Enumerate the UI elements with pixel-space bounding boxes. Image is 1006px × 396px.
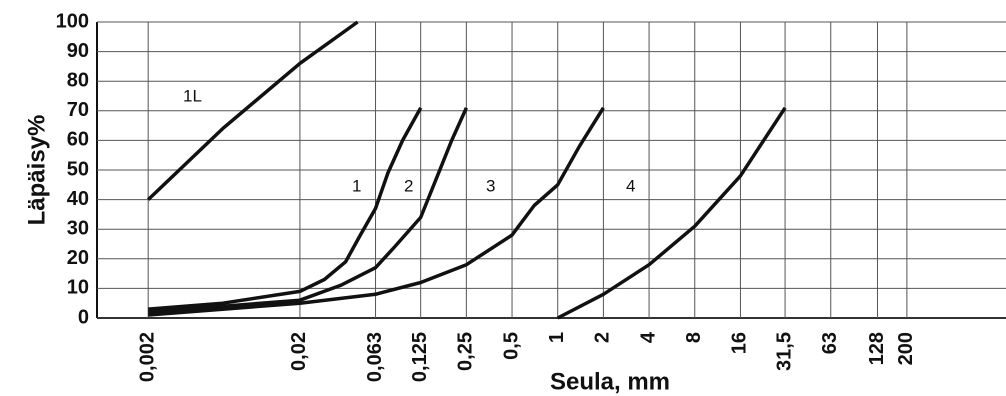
- curve: [556, 106, 787, 320]
- curve: [146, 20, 359, 201]
- x-tick-label: 0,063: [364, 332, 386, 382]
- curve: [148, 106, 423, 311]
- y-tick-label: 0: [78, 306, 89, 328]
- x-tick-label: 0,125: [409, 332, 431, 382]
- curve: [148, 106, 605, 317]
- y-tick-label: 30: [67, 217, 89, 239]
- x-tick-label: 16: [729, 332, 751, 354]
- y-tick-label: 100: [56, 10, 89, 32]
- curve-label: 1: [352, 176, 361, 195]
- y-tick-label: 10: [67, 277, 89, 299]
- curve-label: 4: [626, 176, 635, 195]
- x-tick-label: 4: [637, 331, 659, 343]
- y-axis-title: Läpäisy%: [23, 115, 50, 226]
- x-tick-label: 128: [866, 332, 888, 365]
- x-tick-label: 31,5: [773, 332, 795, 371]
- x-tick-label: 200: [895, 332, 917, 365]
- y-tick-label: 70: [67, 99, 89, 121]
- x-tick-label: 0,5: [500, 332, 522, 360]
- x-tick-label: 8: [683, 332, 705, 343]
- curve-label: 3: [486, 176, 495, 195]
- x-tick-label: 0,25: [455, 332, 477, 371]
- curve-label: 2: [404, 176, 413, 195]
- y-tick-label: 90: [67, 40, 89, 62]
- curve-label: 1L: [183, 86, 202, 105]
- x-tick-label: 0,002: [136, 332, 158, 382]
- y-tick-label: 20: [67, 247, 89, 269]
- curve: [148, 107, 468, 314]
- x-tick-label: 1: [546, 332, 568, 343]
- x-tick-label: 2: [592, 332, 614, 343]
- y-tick-label: 60: [67, 129, 89, 151]
- x-tick-label: 0,02: [288, 332, 310, 371]
- y-tick-label: 40: [67, 188, 89, 210]
- y-tick-label: 80: [67, 69, 89, 91]
- y-tick-label: 50: [67, 158, 89, 180]
- x-tick-label: 63: [819, 332, 841, 354]
- x-axis-title: Seula, mm: [550, 368, 670, 395]
